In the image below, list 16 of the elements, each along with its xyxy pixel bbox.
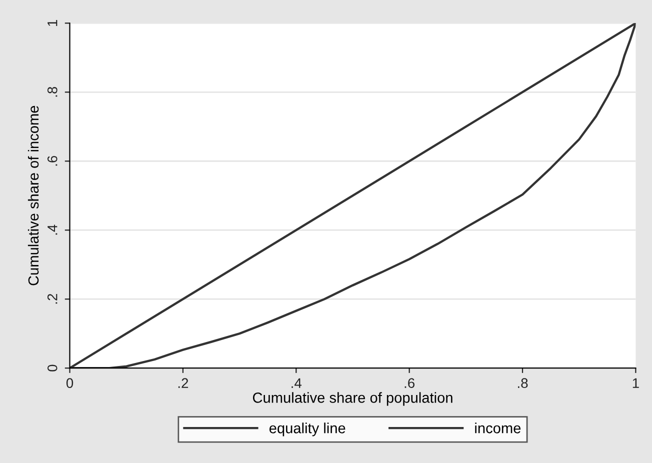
y-tick-label: .4: [48, 224, 58, 235]
x-tick-label: 1: [632, 378, 639, 388]
y-tick-label: 1: [48, 20, 58, 26]
x-tick-label: .4: [292, 378, 302, 388]
legend-label: income: [475, 422, 521, 434]
legend-label: equality line: [269, 422, 346, 436]
y-tick-label: .8: [47, 86, 58, 97]
y-tick-label: .2: [47, 294, 58, 304]
x-tick-label: .6: [404, 378, 415, 388]
y-axis-title: Cumulative share of income: [28, 106, 39, 286]
x-axis-title: Cumulative share of population: [252, 392, 452, 406]
x-tick-label: 0: [66, 378, 74, 388]
x-tick-label: .2: [178, 378, 188, 388]
y-tick-label: 0: [47, 364, 58, 372]
x-tick-label: .8: [518, 378, 528, 388]
y-tick-label: .6: [47, 156, 58, 166]
